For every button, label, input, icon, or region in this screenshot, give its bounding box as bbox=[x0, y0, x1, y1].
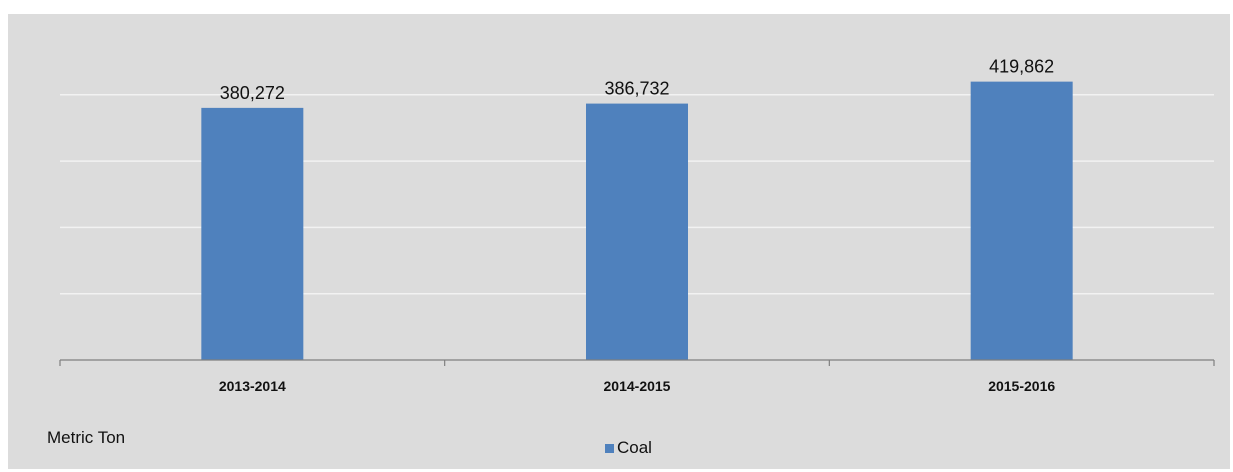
data-label: 419,862 bbox=[989, 57, 1054, 77]
bar bbox=[970, 81, 1073, 360]
x-tick-label: 2015-2016 bbox=[988, 378, 1055, 394]
unit-label: Metric Ton bbox=[47, 428, 126, 447]
x-tick-label: 2013-2014 bbox=[219, 378, 286, 394]
data-label: 380,272 bbox=[220, 83, 285, 103]
bar bbox=[586, 103, 688, 361]
legend-swatch bbox=[605, 443, 614, 453]
x-tick-label: 2014-2015 bbox=[604, 378, 671, 394]
bar-chart: 380,272 2013-2014 386,732 2014-2015 419,862 2… bbox=[59, 57, 1215, 394]
bar bbox=[201, 107, 304, 360]
legend-label: Coal bbox=[617, 438, 652, 457]
data-label: 386,732 bbox=[604, 79, 669, 99]
chart-area: 380,272 2013-2014 386,732 2014-2015 419,862 2… bbox=[8, 14, 1230, 469]
legend: Coal bbox=[605, 438, 652, 458]
